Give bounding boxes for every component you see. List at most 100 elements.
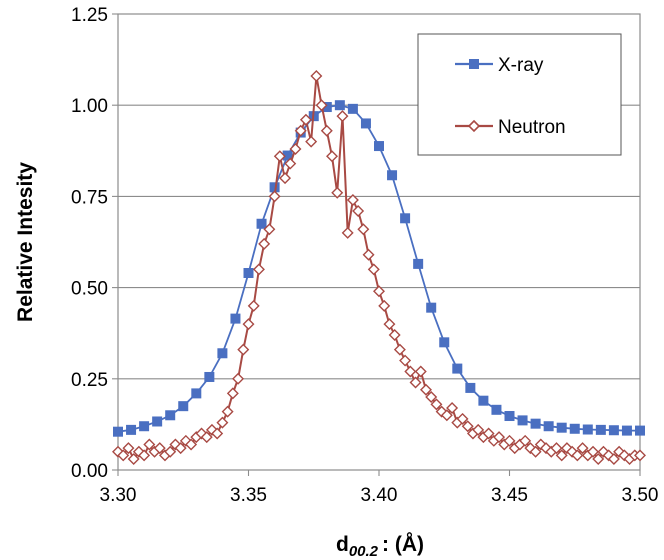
neutron-point — [226, 387, 239, 400]
neutron-point — [138, 449, 151, 462]
neutron-point — [273, 150, 286, 163]
neutron-point — [414, 365, 427, 378]
neutron-point — [122, 442, 135, 455]
x-ray-point — [478, 395, 489, 406]
neutron-point — [247, 299, 260, 312]
legend-neutron-label: Neutron — [498, 117, 566, 138]
x-ray-point — [504, 411, 515, 422]
x-tick-label: 3.35 — [230, 485, 267, 506]
neutron-point — [550, 442, 563, 455]
x-tick-label: 3.40 — [361, 485, 398, 506]
neutron-point — [503, 434, 516, 447]
x-axis-title-main: d — [336, 533, 349, 556]
x-ray-point — [621, 425, 632, 436]
legend-neutron-marker — [467, 119, 481, 133]
x-ray-point — [595, 424, 606, 435]
x-ray-point — [387, 170, 398, 181]
x-ray-point — [543, 421, 554, 432]
neutron-point — [127, 453, 140, 466]
x-ray-point — [243, 268, 254, 279]
neutron-point — [336, 110, 349, 123]
neutron-point — [378, 299, 391, 312]
neutron-point — [472, 423, 485, 436]
x-ray-point — [321, 102, 332, 113]
neutron-point — [237, 343, 250, 356]
y-tick-label: 0.25 — [71, 370, 108, 391]
neutron-point — [383, 318, 396, 331]
x-axis-title-subscript: 00.2 — [349, 543, 379, 560]
neutron-point — [493, 431, 506, 444]
y-tick-label: 0.00 — [71, 461, 108, 482]
neutron-point — [310, 70, 323, 83]
neutron-point — [242, 318, 255, 331]
x-ray-point — [347, 103, 358, 114]
neutron-point — [305, 135, 318, 148]
y-axis-title: Relative Intesity — [14, 162, 37, 322]
neutron-point — [221, 405, 234, 418]
neutron-point — [519, 434, 532, 447]
x-ray-point — [113, 426, 123, 437]
neutron-point — [279, 172, 292, 185]
x-ray-point — [256, 218, 267, 229]
y-tick-label: 1.00 — [71, 96, 108, 117]
neutron-point — [174, 442, 187, 455]
neutron-series — [112, 70, 646, 466]
x-ray-point — [517, 415, 528, 426]
neutron-point — [331, 186, 344, 199]
y-tick-label: 0.50 — [71, 279, 108, 300]
neutron-point — [263, 223, 276, 236]
x-ray-series — [113, 100, 645, 437]
legend: X-ray Neutron — [417, 33, 622, 156]
x-ray-point — [582, 424, 593, 435]
x-ray-point — [334, 100, 345, 111]
x-ray-point — [269, 182, 280, 193]
neutron-point — [419, 383, 432, 396]
neutron-point — [326, 150, 339, 163]
neutron-point — [592, 453, 605, 466]
neutron-point — [456, 412, 469, 425]
neutron-point — [268, 190, 281, 203]
neutron-point — [440, 409, 453, 422]
neutron-point — [367, 263, 380, 276]
neutron-point — [258, 237, 271, 250]
neutron-point — [373, 285, 385, 298]
x-ray-point — [530, 418, 541, 429]
x-ray-point — [178, 401, 189, 412]
x-tick-label: 3.45 — [491, 485, 528, 506]
x-ray-point — [413, 258, 424, 269]
legend-xray-marker — [469, 59, 479, 69]
series-layer — [112, 70, 646, 466]
x-ray-point — [491, 404, 502, 415]
neutron-point — [294, 124, 307, 137]
neutron-point — [320, 124, 333, 137]
neutron-point — [482, 427, 495, 440]
neutron-point — [461, 420, 474, 433]
neutron-point — [393, 343, 406, 356]
neutron-point — [357, 223, 370, 236]
legend-xray-label: X-ray — [498, 55, 544, 76]
y-tick-label: 1.25 — [71, 5, 108, 26]
neutron-point — [587, 445, 600, 458]
y-tick-label: 0.75 — [71, 187, 108, 208]
x-ray-point — [426, 302, 437, 313]
x-ray-point — [152, 416, 163, 427]
neutron-point — [153, 442, 166, 455]
x-axis-title-unit: : (Å) — [382, 532, 424, 556]
x-ray-point — [439, 337, 450, 348]
neutron-point — [200, 431, 213, 444]
x-ray-point — [635, 425, 645, 436]
x-ray-point — [374, 141, 384, 152]
x-ray-point — [360, 118, 371, 129]
x-ray-point — [400, 213, 411, 224]
neutron-point — [185, 438, 198, 451]
neutron-point — [117, 449, 130, 462]
x-ray-point — [204, 371, 215, 382]
neutron-point — [143, 438, 156, 451]
x-axis-ticks: 3.30 3.35 3.40 3.45 3.50 — [100, 470, 658, 506]
neutron-point — [216, 416, 229, 429]
neutron-point — [430, 398, 443, 411]
x-ray-point — [556, 422, 567, 433]
x-ray-point — [191, 388, 202, 399]
